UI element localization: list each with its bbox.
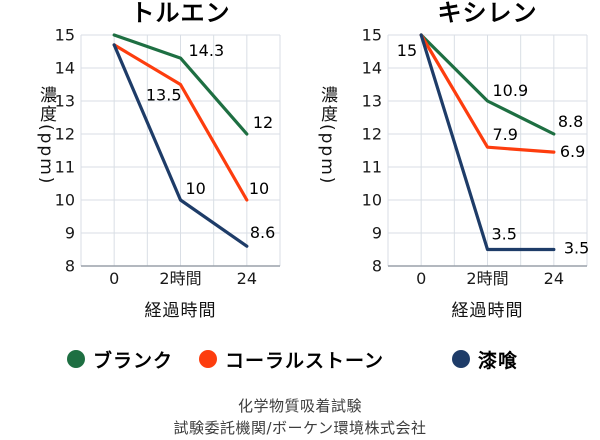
y-tick-label: 15: [55, 26, 75, 45]
legend-item-blank: ブランク: [67, 348, 174, 372]
x-axis-title-xylene: 経過時間: [451, 301, 524, 321]
data-label-shikkui: 8.6: [250, 223, 275, 242]
y-axis-title-toluene: 濃度(ppm): [36, 86, 56, 186]
y-tick-label: 13: [55, 92, 75, 111]
y-tick-label: 8: [372, 257, 382, 276]
series-line-blank: [419, 33, 556, 136]
y-tick-label: 15: [362, 26, 382, 45]
x-tick-label: 0: [416, 269, 426, 288]
y-tick-label: 14: [55, 59, 75, 78]
data-label-blank: 14.3: [189, 41, 225, 60]
x-tick-label: 24: [237, 269, 257, 288]
y-tick-label: 12: [362, 125, 382, 144]
y-axis-title-xylene: 濃度(ppm): [317, 86, 337, 186]
x-tick-label: 2時間: [466, 269, 508, 288]
data-label-coral: 6.9: [560, 142, 585, 161]
legend-label-coral: コーラルストーン: [225, 349, 385, 372]
data-label-coral: 10: [249, 179, 269, 198]
data-label-coral: 7.9: [493, 125, 518, 144]
x-tick-label: 2時間: [159, 269, 201, 288]
x-tick-label: 24: [544, 269, 564, 288]
chart-title-xylene: キシレン: [437, 0, 538, 27]
y-tick-label: 10: [55, 191, 75, 210]
legend-label-shikkui: 漆喰: [478, 349, 519, 372]
legend-dot-blank-icon: [67, 350, 85, 368]
x-tick-label: 0: [109, 269, 119, 288]
series-line-shikkui: [112, 43, 249, 248]
y-tick-label: 11: [55, 158, 75, 177]
data-label-shikkui: 3.5: [492, 225, 517, 244]
footer-test-name: 化学物質吸着試験: [237, 397, 362, 415]
data-label-blank: 12: [253, 113, 273, 132]
series-line-shikkui: [419, 33, 556, 252]
series-line-coral: [112, 43, 249, 202]
chart-xylene: 8 9 10 11 12 13 14 15 0 2時間 24 15 10.9 8.8 7.9 6.9 3.5 3.…: [362, 26, 590, 289]
data-label-blank: 15: [397, 41, 417, 60]
y-tick-label: 12: [55, 125, 75, 144]
series-line-coral: [419, 33, 556, 154]
y-tick-label: 8: [65, 257, 75, 276]
data-label-blank: 8.8: [558, 112, 583, 131]
legend-dot-coral-icon: [199, 350, 217, 368]
data-label-blank: 10.9: [493, 81, 529, 100]
y-tick-label: 9: [65, 224, 75, 243]
legend-item-shikkui: 漆喰: [452, 348, 519, 372]
chart-toluene: 8 9 10 11 12 13 14 15 0 2時間 24 14.3 12 13.5 10 10 8.6: [55, 26, 281, 288]
chart-title-toluene: トルエン: [130, 0, 231, 27]
legend-label-blank: ブランク: [93, 349, 174, 372]
data-label-coral: 13.5: [146, 86, 182, 105]
legend-dot-shikkui-icon: [452, 350, 470, 368]
footer-test-agency: 試験委託機関/ボーケン環境株式会社: [173, 419, 427, 437]
x-axis-title-toluene: 経過時間: [144, 301, 217, 321]
data-label-shikkui: 10: [186, 179, 206, 198]
legend-item-coral: コーラルストーン: [199, 348, 385, 372]
y-tick-label: 10: [362, 191, 382, 210]
data-label-shikkui: 3.5: [564, 239, 589, 258]
series-line-blank: [112, 33, 249, 136]
y-tick-label: 11: [362, 158, 382, 177]
y-tick-label: 13: [362, 92, 382, 111]
y-tick-label: 9: [372, 224, 382, 243]
y-tick-label: 14: [362, 59, 382, 78]
